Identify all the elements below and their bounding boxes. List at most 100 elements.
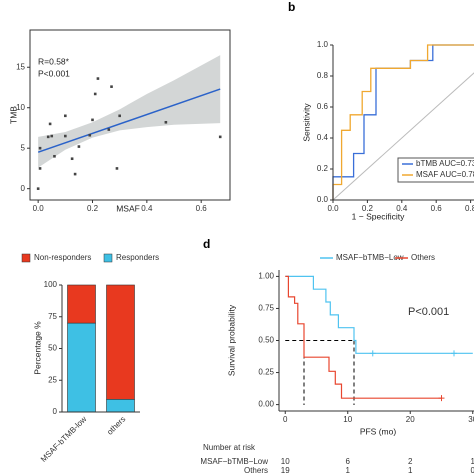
- survival-curve: [285, 275, 473, 354]
- point: [53, 154, 56, 158]
- bar-segment: [67, 284, 96, 324]
- legend-label: Responders: [116, 253, 159, 262]
- censor-mark: [451, 350, 457, 357]
- point: [64, 114, 67, 118]
- x-tick-label: 0.2: [87, 204, 99, 213]
- y-tick-label: 0.25: [258, 368, 274, 377]
- risk-count: 1: [346, 466, 351, 474]
- bar-segment: [67, 322, 96, 413]
- x-tick-label: 30: [468, 415, 474, 424]
- bar-segment: [106, 284, 135, 400]
- legend-label: Others: [411, 253, 435, 262]
- annotation: P<0.001: [38, 68, 70, 78]
- confidence-band: [38, 55, 221, 168]
- point: [93, 92, 97, 96]
- y-tick-label: 0.00: [258, 400, 274, 409]
- x-tick-label: MSAF-bTMB-low: [39, 414, 89, 464]
- y-tick-label: 1.0: [317, 40, 329, 49]
- y-tick-label: 10: [16, 103, 25, 112]
- point: [110, 85, 113, 88]
- plot-frame: [29, 29, 231, 201]
- roc-curve: [332, 44, 474, 200]
- fit-line: [37, 88, 221, 153]
- y-tick-label: 0: [53, 407, 58, 416]
- roc-curve: [332, 44, 474, 200]
- y-tick-label: 5: [21, 143, 26, 152]
- censor-mark: [438, 395, 445, 402]
- x-tick-label: 20: [406, 415, 415, 424]
- x-tick-label: others: [105, 415, 127, 437]
- y-tick-label: 100: [44, 280, 58, 289]
- x-tick-label: 0.4: [396, 204, 408, 213]
- x-tick-label: 0.6: [196, 204, 208, 213]
- x-tick-label: 0.6: [431, 204, 443, 213]
- y-tick-label: 15: [16, 62, 25, 71]
- legend-swatch: [103, 253, 113, 263]
- y-axis-title: TMB: [8, 106, 18, 124]
- y-tick-label: 0.0: [317, 195, 329, 204]
- x-axis-title: MSAF: [116, 203, 140, 213]
- x-axis-title: 1 − Specificity: [352, 211, 405, 221]
- point: [164, 120, 168, 124]
- point: [38, 167, 42, 170]
- x-tick-label: 0.4: [141, 204, 153, 213]
- x-tick-label: 0.2: [362, 204, 374, 213]
- point: [218, 135, 222, 139]
- risk-count: 19: [281, 466, 290, 474]
- annotation: R=0.58*: [38, 56, 70, 66]
- risk-count: 10: [281, 457, 290, 466]
- point: [50, 134, 54, 138]
- y-tick-label: 0.8: [317, 71, 329, 80]
- point: [88, 133, 92, 137]
- risk-table-title: Number at risk: [203, 443, 256, 452]
- x-tick-label: 0.0: [33, 204, 45, 213]
- annotation: P<0.001: [408, 306, 449, 318]
- legend-label: Non-responders: [34, 253, 91, 262]
- x-tick-label: 0.0: [327, 204, 339, 213]
- point: [115, 167, 119, 170]
- point: [77, 145, 81, 148]
- legend-box: [397, 157, 474, 183]
- y-axis-title: Percentage %: [32, 321, 42, 375]
- legend-swatch: [21, 253, 31, 263]
- x-axis-title: PFS (mo): [360, 426, 397, 436]
- point: [118, 114, 121, 118]
- y-tick-label: 75: [48, 312, 57, 321]
- point: [36, 187, 40, 190]
- risk-count: 1: [408, 466, 413, 474]
- point: [64, 134, 67, 138]
- point: [46, 135, 50, 139]
- panel-label: b: [288, 0, 295, 14]
- y-tick-label: 0.6: [317, 102, 329, 111]
- point: [70, 157, 74, 161]
- x-tick-label: 10: [343, 415, 352, 424]
- y-tick-label: 0.50: [258, 336, 274, 345]
- risk-count: 1: [471, 457, 474, 466]
- x-tick-label: 0: [283, 415, 288, 424]
- reference-diagonal: [332, 72, 474, 201]
- y-axis-title: Sensitivity: [301, 103, 311, 142]
- bar-segment: [106, 398, 135, 413]
- y-axis-title: Survival probability: [226, 304, 236, 376]
- point: [91, 118, 94, 122]
- risk-row-name: MSAF−bTMB−Low: [200, 457, 268, 466]
- y-tick-label: 50: [48, 344, 57, 353]
- point: [107, 128, 111, 131]
- y-tick-label: 0.2: [317, 164, 329, 173]
- y-tick-label: 0: [21, 184, 26, 193]
- legend-label: MSAF−bTMB−Low: [336, 253, 404, 262]
- point: [38, 146, 42, 150]
- risk-count: 2: [408, 457, 413, 466]
- y-tick-label: 25: [48, 375, 57, 384]
- y-tick-label: 1.00: [258, 272, 274, 281]
- risk-row-name: Others: [244, 466, 268, 474]
- risk-count: 6: [346, 457, 351, 466]
- point: [48, 122, 52, 126]
- panel-label: d: [203, 237, 210, 251]
- point: [73, 172, 77, 176]
- censor-mark: [369, 350, 376, 357]
- y-tick-label: 0.4: [317, 133, 329, 142]
- y-tick-label: 0.75: [258, 304, 274, 313]
